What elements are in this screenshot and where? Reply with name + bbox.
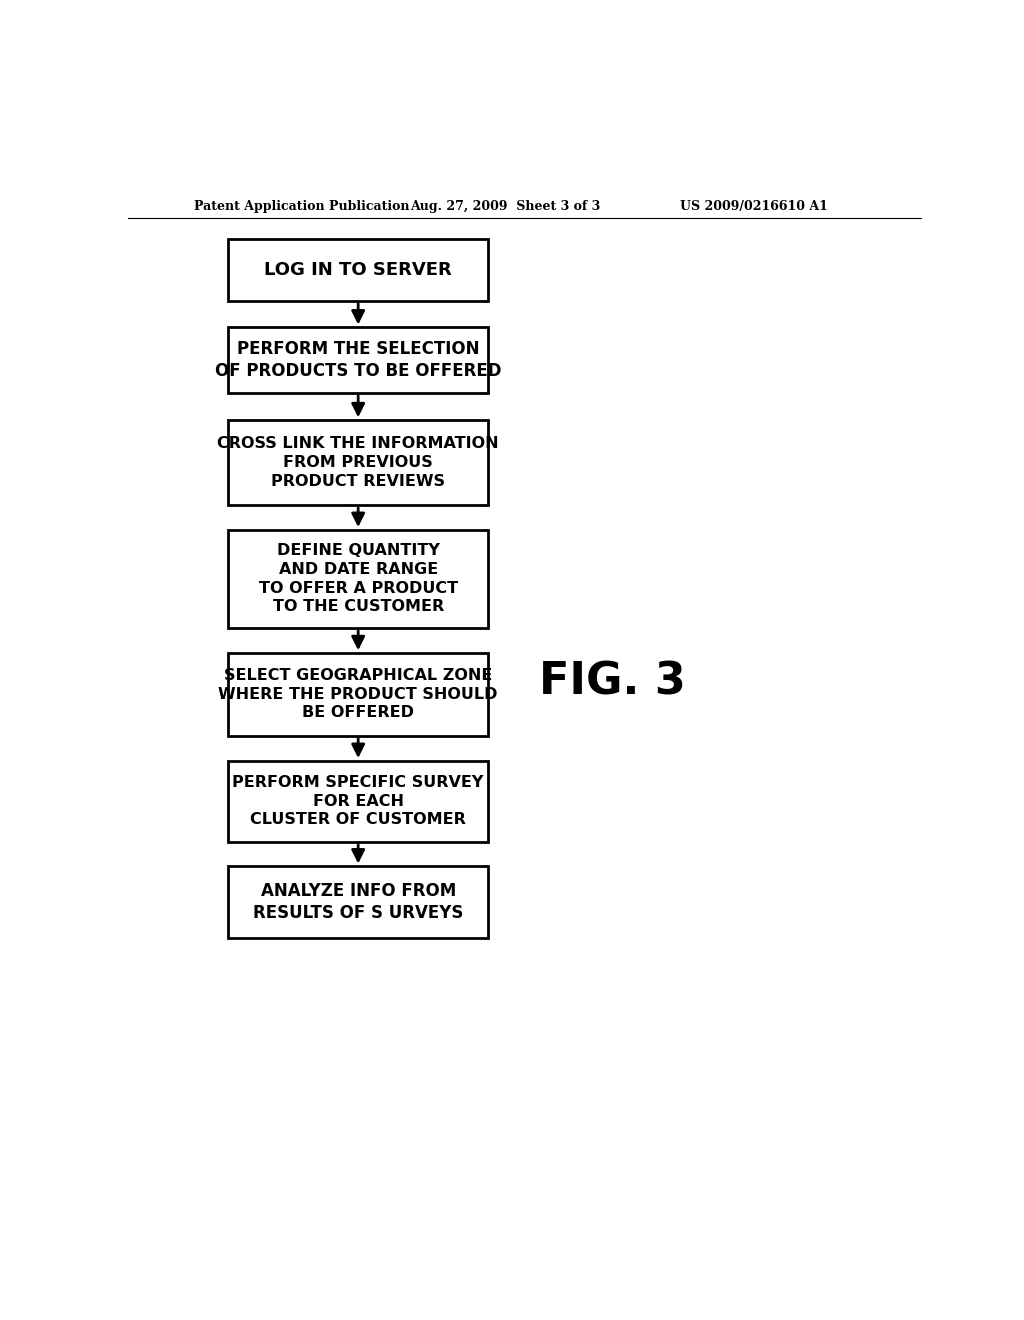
Text: DEFINE QUANTITY
AND DATE RANGE
TO OFFER A PRODUCT
TO THE CUSTOMER: DEFINE QUANTITY AND DATE RANGE TO OFFER … [259,544,458,614]
Text: CROSS LINK THE INFORMATION
FROM PREVIOUS
PRODUCT REVIEWS: CROSS LINK THE INFORMATION FROM PREVIOUS… [217,437,499,488]
Text: LOG IN TO SERVER: LOG IN TO SERVER [264,261,452,279]
Text: Patent Application Publication: Patent Application Publication [194,199,410,213]
Text: PERFORM SPECIFIC SURVEY
FOR EACH
CLUSTER OF CUSTOMER: PERFORM SPECIFIC SURVEY FOR EACH CLUSTER… [232,775,484,828]
Bar [228,529,488,628]
Text: PERFORM THE SELECTION
OF PRODUCTS TO BE OFFERED: PERFORM THE SELECTION OF PRODUCTS TO BE … [215,341,502,380]
Bar [228,653,488,735]
Text: US 2009/0216610 A1: US 2009/0216610 A1 [680,199,827,213]
Text: Aug. 27, 2009  Sheet 3 of 3: Aug. 27, 2009 Sheet 3 of 3 [410,199,600,213]
Text: FIG. 3: FIG. 3 [539,660,685,704]
Bar [228,420,488,506]
Bar [228,760,488,842]
Text: SELECT GEOGRAPHICAL ZONE
WHERE THE PRODUCT SHOULD
BE OFFERED: SELECT GEOGRAPHICAL ZONE WHERE THE PRODU… [218,668,498,721]
Bar [228,866,488,939]
Bar [228,327,488,393]
Bar [228,239,488,301]
Text: ANALYZE INFO FROM
RESULTS OF S URVEYS: ANALYZE INFO FROM RESULTS OF S URVEYS [253,882,464,923]
